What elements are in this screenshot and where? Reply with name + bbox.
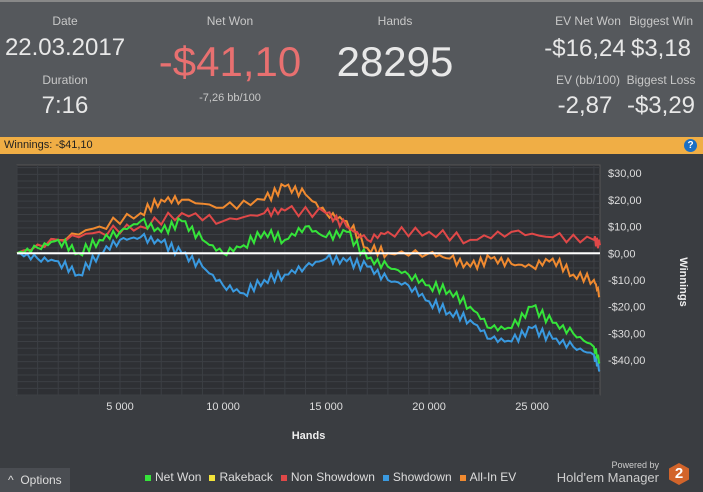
y-tick-label: $30,00 <box>608 168 642 180</box>
bigloss-label: Biggest Loss <box>626 73 696 87</box>
legend-swatch <box>459 475 466 481</box>
bigwin-label: Biggest Win <box>628 14 694 28</box>
legend-item[interactable]: Rakeback <box>209 470 273 484</box>
chevron-up-icon: ^ <box>8 473 14 487</box>
legend-swatch <box>280 475 287 481</box>
options-button[interactable]: ^ Options <box>0 468 70 492</box>
evbb-label: EV (bb/100) <box>555 73 621 87</box>
legend-label: Non Showdown <box>290 470 375 484</box>
legend-label: Net Won <box>155 470 202 484</box>
series-line-showdown <box>16 232 601 372</box>
netwon-value: -$41,10 <box>158 38 302 85</box>
date-value: 22.03.2017 <box>4 34 126 61</box>
hands-value: 28295 <box>336 38 454 85</box>
evnet-label: EV Net Won <box>555 14 621 28</box>
y-tick-label: $20,00 <box>608 195 642 207</box>
y-tick-label: -$10,00 <box>608 275 645 287</box>
x-tick-label: 10 000 <box>206 401 240 413</box>
bigwin-value: $3,18 <box>630 35 692 62</box>
duration-label: Duration <box>42 73 88 87</box>
netwon-label: Net Won <box>206 14 254 28</box>
x-axis-label: Hands <box>292 430 326 442</box>
x-tick-label: 15 000 <box>309 401 343 413</box>
chart-legend: Net Won Rakeback Non Showdown Showdown All-I… <box>145 470 516 484</box>
hm2-logo-icon: 2 <box>669 463 689 485</box>
x-tick-label: 25 000 <box>515 401 549 413</box>
y-tick-label: -$40,00 <box>608 355 645 367</box>
date-label: Date <box>52 14 78 28</box>
legend-item[interactable]: Net Won <box>145 470 201 484</box>
bigloss-value: -$3,29 <box>626 92 696 119</box>
duration-value: 7:16 <box>41 92 89 119</box>
legend-item[interactable]: All-In EV <box>459 470 517 484</box>
legend-swatch <box>145 475 151 481</box>
evbb-value: -2,87 <box>557 92 613 119</box>
legend-label: Rakeback <box>219 470 273 484</box>
winnings-chart: 5 000 10 000 15 000 20 000 25 000 $30,00 $20,0… <box>16 164 689 442</box>
powered-by: Powered by Hold'em Manager <box>557 460 659 485</box>
winnings-bar: Winnings: -$41,10 ? <box>0 137 703 154</box>
y-tick-label: $10,00 <box>608 222 642 234</box>
legend-swatch <box>382 475 389 481</box>
evnet-value: -$16,24 <box>544 35 626 62</box>
y-tick-label: $0,00 <box>608 248 636 260</box>
series-line-non-showdown <box>16 204 601 255</box>
x-tick-label: 20 000 <box>412 401 446 413</box>
legend-item[interactable]: Showdown <box>382 470 452 484</box>
legend-label: Showdown <box>392 470 452 484</box>
hands-label: Hands <box>377 14 413 28</box>
y-axis-label: Winnings <box>677 257 689 306</box>
y-tick-label: -$20,00 <box>608 302 645 314</box>
y-tick-label: -$30,00 <box>608 328 645 340</box>
help-icon[interactable]: ? <box>684 139 697 152</box>
bb100-value: -7,26 bb/100 <box>199 92 261 104</box>
options-label: Options <box>20 473 62 487</box>
powered-label: Powered by <box>611 460 659 470</box>
legend-item[interactable]: Non Showdown <box>280 470 375 484</box>
winnings-value: -$41,10 <box>55 139 93 151</box>
x-tick-label: 5 000 <box>106 401 134 413</box>
legend-label: All-In EV <box>469 470 517 484</box>
series-line-net-won <box>16 216 601 364</box>
plot-area <box>16 164 601 396</box>
winnings-label: Winnings: <box>4 139 53 151</box>
legend-swatch <box>209 475 216 481</box>
summary-panel: Date 22.03.2017 Duration 7:16 Net Won -$… <box>0 0 703 139</box>
brand-name: Hold'em Manager <box>556 470 659 485</box>
